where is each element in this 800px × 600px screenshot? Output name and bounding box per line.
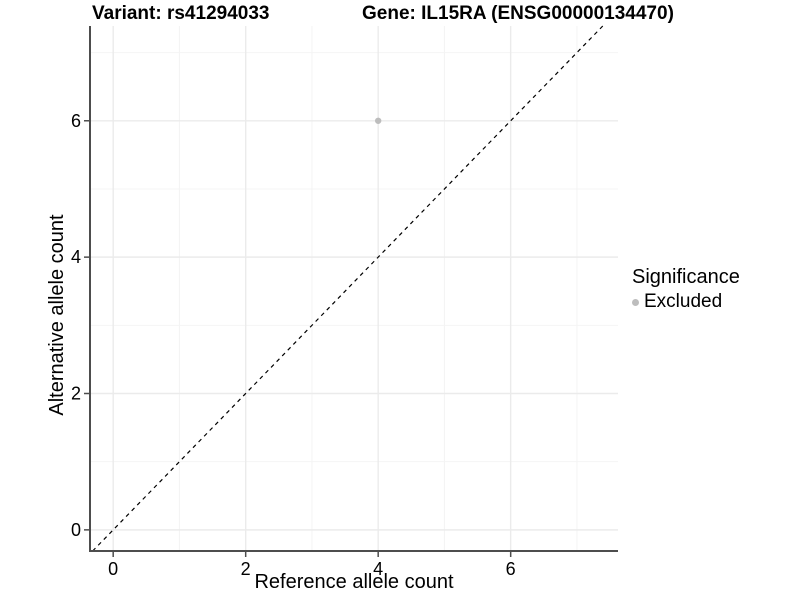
- x-axis-title: Reference allele count: [254, 571, 454, 593]
- y-tick-label: 0: [71, 520, 81, 540]
- x-tick-label: 6: [506, 559, 516, 579]
- variant-title: Variant: rs41294033: [92, 3, 270, 24]
- y-tick-label: 4: [71, 247, 81, 267]
- x-tick-label: 4: [373, 559, 383, 579]
- identity-reference-line: [92, 25, 604, 552]
- legend-item-label: Excluded: [644, 291, 723, 312]
- x-tick-label: 0: [108, 559, 118, 579]
- y-tick-label: 2: [71, 384, 81, 404]
- gene-title: Gene: IL15RA (ENSG00000134470): [362, 3, 674, 24]
- legend-item-excluded: Excluded: [632, 291, 740, 313]
- y-tick-label: 6: [71, 111, 81, 131]
- legend-title: Significance: [632, 266, 740, 288]
- legend-key-dot-icon: [632, 298, 639, 306]
- y-axis-title: Alternative allele count: [46, 214, 68, 416]
- legend: Significance Excluded: [632, 266, 740, 313]
- data-point: [374, 117, 382, 124]
- x-tick-label: 2: [241, 559, 251, 579]
